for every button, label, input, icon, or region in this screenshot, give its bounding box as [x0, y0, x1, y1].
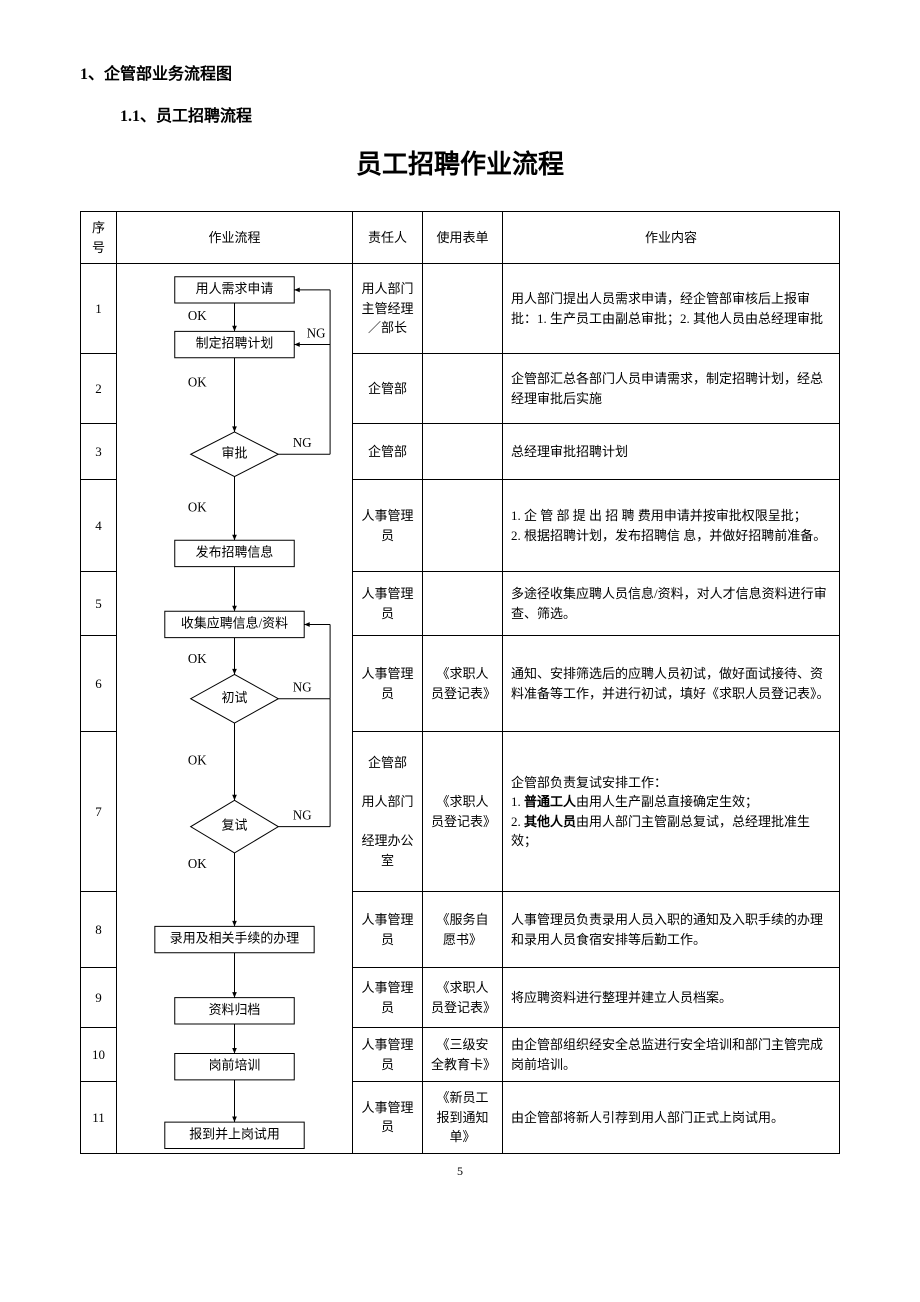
svg-text:发布招聘信息: 发布招聘信息	[196, 544, 274, 559]
cell-responsible: 用人部门主管经理／部长	[353, 264, 423, 354]
svg-text:资料归档: 资料归档	[209, 1002, 261, 1017]
th-resp: 责任人	[353, 212, 423, 264]
svg-text:复试: 复试	[222, 818, 248, 833]
svg-text:NG: NG	[293, 435, 312, 450]
th-flow: 作业流程	[117, 212, 353, 264]
table-row: 1用人需求申请制定招聘计划OK审批OKNGNG发布招聘信息OK收集应聘信息/资料…	[81, 264, 840, 354]
cell-form	[423, 480, 503, 572]
cell-description: 由企管部组织经安全总监进行安全培训和部门主管完成岗前培训。	[503, 1028, 840, 1082]
cell-seq: 2	[81, 354, 117, 424]
svg-text:OK: OK	[188, 856, 207, 871]
cell-responsible: 企管部	[353, 354, 423, 424]
cell-seq: 7	[81, 732, 117, 892]
svg-text:OK: OK	[188, 651, 207, 666]
cell-form: 《服务自愿书》	[423, 892, 503, 968]
th-desc: 作业内容	[503, 212, 840, 264]
cell-responsible: 人事管理员	[353, 1082, 423, 1154]
heading-1: 1、企管部业务流程图	[80, 60, 840, 84]
cell-form: 《求职人员登记表》	[423, 968, 503, 1028]
svg-text:用人需求申请: 用人需求申请	[196, 281, 274, 296]
cell-responsible: 人事管理员	[353, 480, 423, 572]
cell-description: 人事管理员负责录用人员入职的通知及入职手续的办理和录用人员食宿安排等后勤工作。	[503, 892, 840, 968]
cell-responsible: 人事管理员	[353, 968, 423, 1028]
svg-text:报到并上岗试用: 报到并上岗试用	[189, 1126, 280, 1141]
cell-form: 《三级安全教育卡》	[423, 1028, 503, 1082]
cell-form	[423, 264, 503, 354]
cell-seq: 6	[81, 636, 117, 732]
cell-responsible: 人事管理员	[353, 572, 423, 636]
svg-text:NG: NG	[293, 807, 312, 822]
flowchart-cell: 用人需求申请制定招聘计划 OK 审批 OK NG NG 发布招聘信息 OK 收集应聘信息/资料初…	[117, 264, 353, 1154]
svg-text:OK: OK	[188, 374, 207, 389]
cell-responsible: 企管部	[353, 424, 423, 480]
svg-text:NG: NG	[307, 325, 326, 340]
svg-text:OK: OK	[188, 308, 207, 323]
cell-description: 总经理审批招聘计划	[503, 424, 840, 480]
svg-text:审批: 审批	[222, 445, 248, 460]
cell-form	[423, 424, 503, 480]
cell-seq: 10	[81, 1028, 117, 1082]
th-form: 使用表单	[423, 212, 503, 264]
cell-seq: 11	[81, 1082, 117, 1154]
cell-seq: 3	[81, 424, 117, 480]
cell-description: 企管部负责复试安排工作：1. 普通工人由用人生产副总直接确定生效；2. 其他人员…	[503, 732, 840, 892]
svg-text:初试: 初试	[222, 690, 248, 705]
svg-text:制定招聘计划: 制定招聘计划	[196, 335, 274, 350]
th-seq: 序号	[81, 212, 117, 264]
cell-seq: 5	[81, 572, 117, 636]
cell-description: 多途径收集应聘人员信息/资料，对人才信息资料进行审查、筛选。	[503, 572, 840, 636]
svg-text:OK: OK	[188, 499, 207, 514]
page-number: 5	[80, 1164, 840, 1179]
cell-description: 由企管部将新人引荐到用人部门正式上岗试用。	[503, 1082, 840, 1154]
cell-form: 《新员工报到通知单》	[423, 1082, 503, 1154]
main-title: 员工招聘作业流程	[80, 144, 840, 181]
svg-text:NG: NG	[293, 680, 312, 695]
heading-2: 1.1、员工招聘流程	[120, 102, 840, 126]
cell-responsible: 人事管理员	[353, 1028, 423, 1082]
table-header-row: 序号 作业流程 责任人 使用表单 作业内容	[81, 212, 840, 264]
cell-form: 《求职人员登记表》	[423, 732, 503, 892]
cell-seq: 9	[81, 968, 117, 1028]
cell-seq: 1	[81, 264, 117, 354]
cell-description: 企管部汇总各部门人员申请需求，制定招聘计划，经总经理审批后实施	[503, 354, 840, 424]
svg-text:录用及相关手续的办理: 录用及相关手续的办理	[170, 931, 299, 946]
cell-seq: 4	[81, 480, 117, 572]
svg-text:收集应聘信息/资料: 收集应聘信息/资料	[181, 615, 288, 630]
svg-text:OK: OK	[188, 753, 207, 768]
cell-responsible: 人事管理员	[353, 636, 423, 732]
cell-description: 将应聘资料进行整理并建立人员档案。	[503, 968, 840, 1028]
cell-seq: 8	[81, 892, 117, 968]
cell-form	[423, 354, 503, 424]
cell-responsible: 人事管理员	[353, 892, 423, 968]
cell-description: 1. 企 管 部 提 出 招 聘 费用申请并按审批权限呈批；2. 根据招聘计划，…	[503, 480, 840, 572]
cell-description: 用人部门提出人员需求申请，经企管部审核后上报审批：1. 生产员工由副总审批；2.…	[503, 264, 840, 354]
cell-description: 通知、安排筛选后的应聘人员初试，做好面试接待、资料准备等工作，并进行初试，填好《…	[503, 636, 840, 732]
cell-form: 《求职人员登记表》	[423, 636, 503, 732]
flowchart-svg: 用人需求申请制定招聘计划 OK 审批 OK NG NG 发布招聘信息 OK 收集应聘信息/资料初…	[117, 264, 352, 1153]
cell-responsible: 企管部 用人部门 经理办公室	[353, 732, 423, 892]
process-table: 序号 作业流程 责任人 使用表单 作业内容 1 用人需求申请制定招聘计划 OK 审批 O…	[80, 211, 840, 1154]
svg-text:岗前培训: 岗前培训	[209, 1058, 261, 1073]
cell-form	[423, 572, 503, 636]
